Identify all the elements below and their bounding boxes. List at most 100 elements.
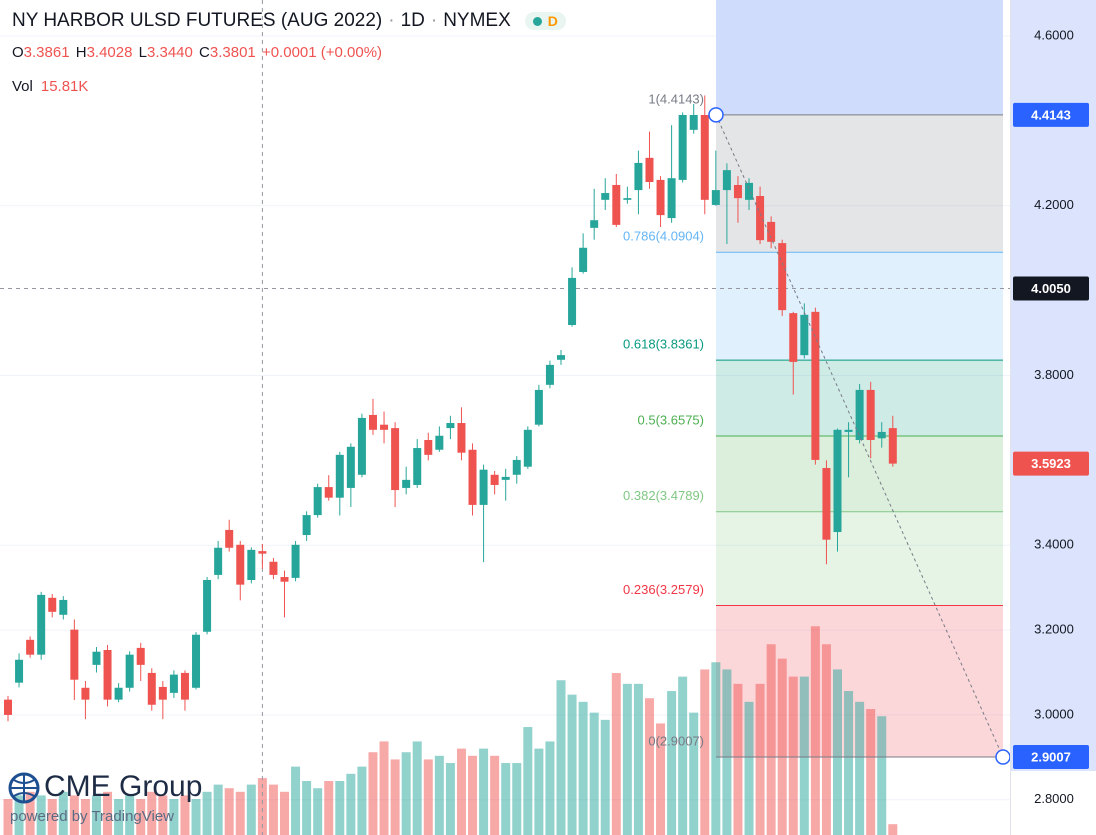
fib-selection [716, 0, 1003, 115]
candle-body [557, 355, 565, 360]
candle-body [169, 674, 178, 693]
candle-body [368, 414, 377, 430]
fib-zone [716, 511, 1003, 606]
volume-value: 15.81K [40, 78, 89, 95]
volume-bar [722, 669, 732, 835]
y-tick-label: 4.6000 [1034, 28, 1074, 43]
legend-value: 3.4028 [86, 44, 133, 61]
volume-bar [136, 799, 146, 835]
candle-body [37, 594, 46, 655]
candle-body [612, 184, 621, 225]
volume-bar [866, 709, 876, 835]
candle-body [324, 487, 333, 498]
volume-bar [755, 683, 765, 835]
fib-label: 0.618(3.8361) [623, 337, 704, 352]
candle-body [634, 162, 643, 191]
candle-body [457, 423, 466, 453]
volume-bar [103, 791, 113, 835]
volume-bar [69, 795, 79, 835]
price-axis-bg [1010, 0, 1011, 835]
symbol-title: NY HARBOR ULSD FUTURES (AUG 2022) [12, 10, 383, 31]
exchange: NYMEX [443, 10, 511, 31]
volume-bar [490, 755, 500, 835]
fib-label: 1(4.4143) [648, 91, 704, 106]
candle-body [435, 435, 444, 450]
volume-bar [766, 644, 776, 835]
volume-bar [833, 669, 842, 835]
volume-bar [335, 781, 345, 835]
volume-bar [91, 795, 101, 835]
volume-bar [357, 766, 367, 835]
candle-body [877, 431, 886, 439]
candle-body [26, 639, 35, 655]
candle-body [81, 687, 90, 700]
candle-body [623, 198, 632, 200]
volume-bar [711, 662, 721, 835]
volume-bar [58, 791, 68, 835]
y-tick-label: 3.4000 [1034, 537, 1074, 552]
volume-bar [25, 791, 35, 835]
candle-body [313, 487, 322, 516]
ohlc-legend: O3.3861 H3.4028 L3.3440 C3.3801 +0.0001 … [12, 44, 384, 61]
volume-bar [224, 788, 234, 835]
volume-bar [689, 712, 699, 835]
volume-bar [799, 676, 809, 835]
volume-bar [368, 752, 378, 835]
volume-bar [324, 781, 334, 835]
volume-bar [556, 680, 566, 835]
volume-bar [268, 784, 278, 835]
candle-body [103, 650, 112, 700]
y-tick-label: 3.8000 [1034, 367, 1074, 382]
volume-bar [36, 795, 46, 835]
candle-body [645, 157, 654, 183]
candle-body [888, 428, 897, 464]
candle-body [302, 515, 311, 536]
candle-body [778, 243, 787, 311]
candle-body [767, 221, 776, 242]
volume-bar [788, 676, 798, 835]
legend-key: C [199, 44, 210, 61]
volume-bar [633, 683, 643, 835]
volume-bar [512, 763, 522, 835]
volume-bar [191, 799, 201, 835]
volume-bar [14, 795, 24, 835]
interval[interactable]: 1D [400, 10, 425, 31]
volume-bar [235, 791, 245, 835]
volume-bar [810, 626, 820, 835]
candle-body [855, 389, 864, 440]
volume-bar [545, 741, 555, 835]
volume-bar [578, 701, 588, 835]
volume-bar [445, 763, 455, 835]
candle-body [214, 547, 223, 575]
candle-body [236, 544, 245, 585]
trend-handle[interactable] [708, 107, 724, 123]
volume-bar [180, 795, 190, 835]
legend-value: 3.3861 [23, 44, 70, 61]
candle-body [402, 479, 411, 488]
legend-change: +0.0001 (+0.00%) [261, 44, 383, 61]
volume-bar [158, 795, 168, 835]
price-tag-label: 4.4143 [1031, 107, 1071, 122]
volume-bar [844, 691, 854, 835]
volume-bar [888, 824, 898, 835]
price-tag [1013, 745, 1089, 770]
volume-bar [379, 741, 389, 835]
badge-letter: D [547, 12, 558, 29]
volume-bar [412, 741, 422, 835]
legend-key: L [138, 44, 147, 61]
fib-zone [716, 252, 1003, 361]
candle-body [756, 196, 765, 241]
candle-body [501, 476, 510, 480]
candle-body [745, 182, 754, 200]
candle-body [291, 544, 300, 578]
volume-bar [291, 766, 301, 835]
candle-body [258, 551, 267, 554]
volume-bar [346, 773, 356, 835]
candle-body [192, 634, 201, 688]
candle-body [545, 364, 554, 385]
logo-globe [8, 772, 40, 804]
trend-handle[interactable] [995, 749, 1011, 765]
candle-body [48, 597, 57, 612]
candle-body [203, 580, 212, 632]
